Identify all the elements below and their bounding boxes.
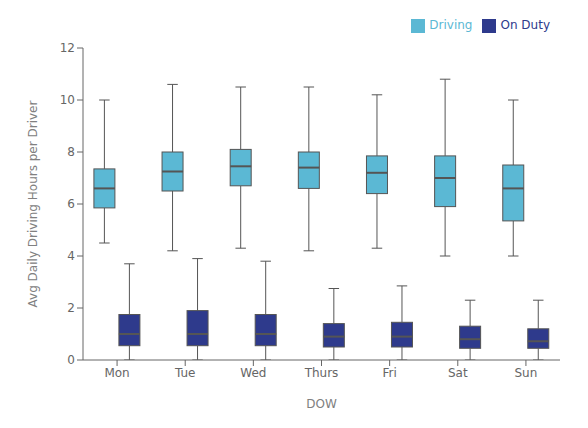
svg-text:6: 6	[67, 197, 75, 211]
svg-text:Wed: Wed	[240, 366, 266, 380]
html-text:Driving: Driving	[429, 18, 473, 32]
svg-text:Thurs: Thurs	[304, 366, 339, 380]
svg-text:4: 4	[67, 249, 75, 263]
html-text:On Duty: On Duty	[500, 18, 550, 32]
svg-text:Tue: Tue	[174, 366, 196, 380]
svg-text:12: 12	[60, 41, 75, 55]
svg-text:Fri: Fri	[382, 366, 396, 380]
svg-text:8: 8	[67, 145, 75, 159]
svg-text:0: 0	[67, 353, 75, 367]
svg-text:Sun: Sun	[515, 366, 538, 380]
svg-text:Mon: Mon	[104, 366, 129, 380]
svg-text:Sat: Sat	[448, 366, 468, 380]
svg-text:10: 10	[60, 93, 75, 107]
svg-text:DOW: DOW	[306, 397, 337, 411]
svg-text:Avg Daily Driving Hours per Dr: Avg Daily Driving Hours per Driver	[26, 101, 40, 308]
svg-text:2: 2	[67, 301, 75, 315]
